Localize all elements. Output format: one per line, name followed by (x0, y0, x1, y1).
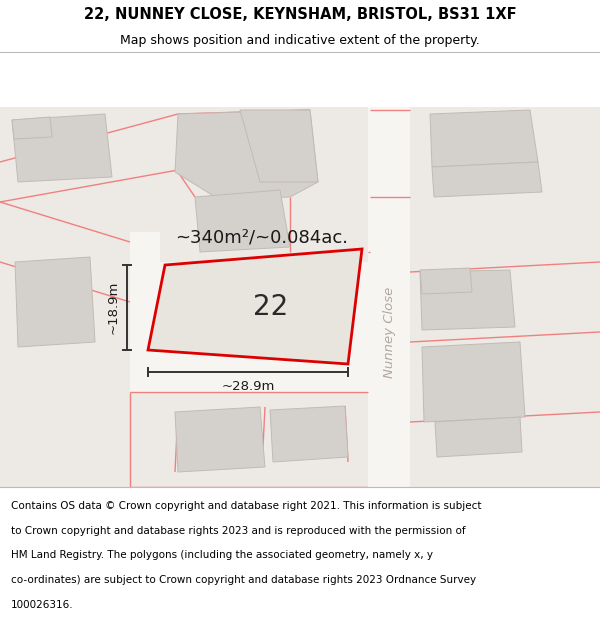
Text: Nunney Close: Nunney Close (383, 286, 397, 378)
Polygon shape (430, 110, 538, 167)
Text: ~18.9m: ~18.9m (107, 281, 119, 334)
Text: 22, NUNNEY CLOSE, KEYNSHAM, BRISTOL, BS31 1XF: 22, NUNNEY CLOSE, KEYNSHAM, BRISTOL, BS3… (83, 7, 517, 22)
Polygon shape (240, 110, 318, 182)
Polygon shape (12, 117, 52, 139)
Polygon shape (0, 107, 600, 487)
Text: Map shows position and indicative extent of the property.: Map shows position and indicative extent… (120, 34, 480, 47)
Polygon shape (270, 406, 348, 462)
Polygon shape (410, 252, 600, 487)
Polygon shape (130, 392, 370, 487)
Polygon shape (175, 407, 265, 472)
Polygon shape (410, 107, 600, 252)
Polygon shape (0, 232, 130, 487)
Text: ~340m²/~0.084ac.: ~340m²/~0.084ac. (175, 229, 348, 247)
Polygon shape (420, 270, 515, 330)
Text: 22: 22 (253, 293, 289, 321)
Text: 100026316.: 100026316. (11, 600, 73, 610)
Polygon shape (432, 162, 542, 197)
Polygon shape (160, 107, 370, 262)
Text: Contains OS data © Crown copyright and database right 2021. This information is : Contains OS data © Crown copyright and d… (11, 501, 481, 511)
Polygon shape (0, 107, 160, 232)
Text: ~28.9m: ~28.9m (221, 380, 275, 393)
Polygon shape (435, 417, 522, 457)
Polygon shape (368, 107, 408, 487)
Polygon shape (15, 257, 95, 347)
Polygon shape (420, 268, 472, 294)
Text: to Crown copyright and database rights 2023 and is reproduced with the permissio: to Crown copyright and database rights 2… (11, 526, 466, 536)
Polygon shape (148, 249, 362, 364)
Polygon shape (422, 342, 525, 422)
Polygon shape (195, 190, 290, 252)
Text: HM Land Registry. The polygons (including the associated geometry, namely x, y: HM Land Registry. The polygons (includin… (11, 551, 433, 561)
Text: co-ordinates) are subject to Crown copyright and database rights 2023 Ordnance S: co-ordinates) are subject to Crown copyr… (11, 576, 476, 586)
Polygon shape (175, 110, 318, 200)
Polygon shape (12, 114, 112, 182)
